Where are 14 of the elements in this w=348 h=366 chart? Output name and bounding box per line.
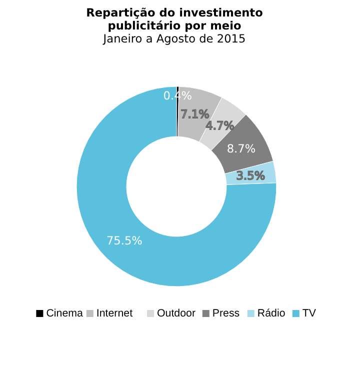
data-label: 8.7%: [226, 142, 256, 156]
data-label: 3.5%: [236, 168, 266, 183]
legend-label: Press: [212, 308, 240, 320]
chart-title: Repartição do investimento publicitário por meio: [86, 6, 264, 32]
data-label: 4.7%: [206, 118, 235, 132]
legend-label: Outdoor: [157, 308, 196, 320]
legend-label: Internet: [96, 308, 133, 320]
legend-label: Cinema: [46, 308, 83, 320]
legend-label: Rádio: [257, 308, 286, 320]
legend-label: TV: [302, 308, 317, 320]
chart-subtitle: Janeiro a Agosto de 2015: [102, 32, 246, 46]
data-label: 75.5%: [106, 233, 143, 248]
data-label: 7.1%: [180, 106, 210, 121]
data-label: 0.4%: [163, 88, 192, 103]
